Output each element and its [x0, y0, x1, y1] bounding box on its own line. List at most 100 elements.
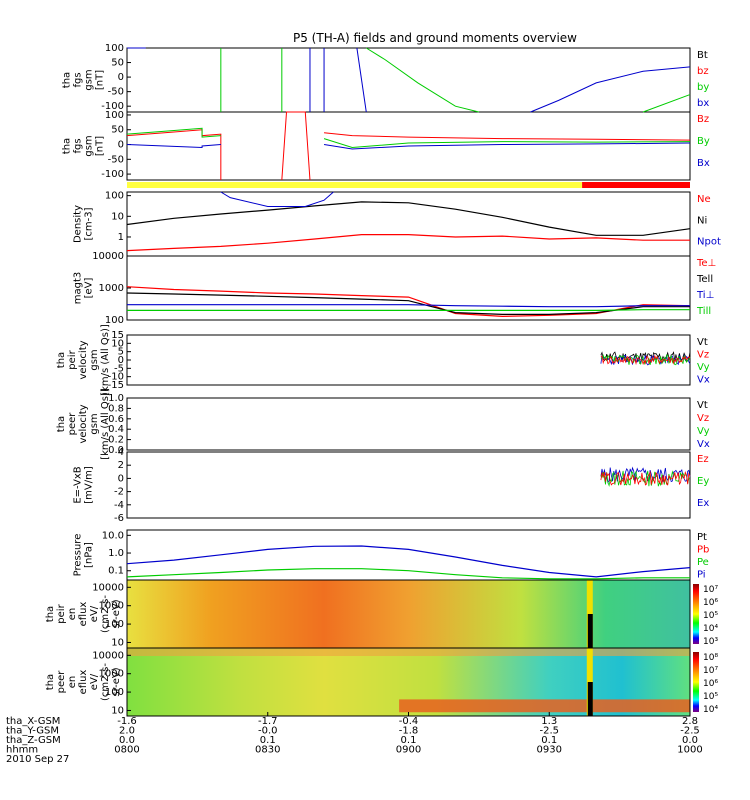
y-axis-label: [km/s (All Qs)]: [100, 324, 111, 396]
y-axis-label: fgs: [73, 72, 84, 87]
spectrogram-peir_spec: [127, 580, 690, 648]
y-axis-label: peer: [67, 412, 78, 436]
series-peir-red: [600, 354, 691, 366]
legend-Tell: Tell: [696, 274, 713, 285]
x-row-value: -1.8: [399, 726, 419, 737]
y-tick-label: 0: [118, 140, 124, 151]
y-axis-label: [eV]: [84, 278, 95, 299]
x-row-value: -0.4: [399, 716, 419, 727]
series-density-Ni: [126, 201, 691, 236]
panel-frame-peir: [126, 334, 691, 386]
y-axis-label: magt3: [73, 272, 84, 305]
series-temp-Tell: [126, 292, 690, 315]
x-row-value: 0.1: [401, 735, 417, 746]
x-row-value: 2.8: [682, 716, 698, 727]
y-axis-label: eflux: [78, 602, 89, 627]
panel-peir_spec: 10⁷ 10⁶ 10⁵ 10⁴ 10³ 10000 1000 100 10 tha peir en ef…: [45, 579, 718, 649]
panel-fgs: 100 50 0 -50 -100 tha fgs gsm [nT] Bt bz by bx: [62, 43, 709, 113]
y-axis-label: tha: [45, 606, 56, 622]
y-axis-label: E=-VxB: [73, 466, 84, 503]
y-tick-label: 0.4: [108, 424, 124, 435]
legend-Ez: Ez: [697, 454, 709, 465]
y-axis-label: tha: [62, 72, 73, 88]
legend-Ne: Ne: [697, 194, 711, 205]
series-peir-blue: [600, 354, 691, 366]
y-axis-label: tha: [56, 416, 67, 432]
legend-Vy: Vy: [697, 426, 710, 437]
colorbar-label: 10⁴: [703, 624, 718, 634]
series-density-Npot: [220, 191, 334, 207]
series-temp-Till: [127, 309, 690, 311]
legend-By: By: [697, 136, 710, 147]
x-row-value: 0900: [396, 745, 421, 756]
series-fgs-bx-5: [530, 66, 691, 113]
spectrogram-lowenergy-band: [399, 699, 690, 713]
panel-frame-efield: [126, 451, 691, 519]
panel-density: 100 10 1 Density [cm-3] Ne Ni Npot: [73, 191, 721, 257]
panel-temp: 10000 1000 100 magt3 [eV] Te⊥ Tell Ti⊥ Till: [73, 251, 717, 326]
x-row-name: hhmm: [6, 745, 38, 756]
y-tick-label: 50: [111, 125, 124, 136]
x-row-value: 1.3: [541, 716, 557, 727]
legend-bz: bz: [697, 66, 709, 77]
x-row-value: 0830: [255, 745, 280, 756]
y-tick-label: 1.0: [108, 393, 124, 404]
y-axis-label: [km/s (All Qs)]: [100, 388, 111, 460]
y-tick-label: 100: [105, 687, 124, 698]
series-fge-by: [126, 127, 221, 138]
x-row-value: -1.6: [117, 716, 137, 727]
series-fge-bz: [126, 129, 222, 180]
legend-Vx: Vx: [697, 439, 710, 450]
y-axis-label: peer: [56, 670, 67, 694]
x-row-value: 0800: [114, 745, 139, 756]
x-row-value: 0.1: [260, 735, 276, 746]
legend-Ni: Ni: [697, 215, 707, 226]
y-tick-label: 1: [118, 232, 124, 243]
panel-efield: 4 2 0 -2 -4 -6 E=-VxB [mV/m] Ez Ey Ex: [73, 447, 710, 524]
y-tick-label: 100: [105, 43, 124, 54]
y-tick-label: 10: [111, 705, 124, 716]
panel-frame-fgs: [126, 47, 691, 113]
x-row-name: tha_X-GSM: [6, 716, 60, 727]
y-tick-label: 0.6: [108, 414, 124, 425]
y-tick-label: 1000: [99, 283, 124, 294]
y-tick-label: 2: [118, 460, 124, 471]
legend-Vt: Vt: [697, 337, 708, 348]
region-bar-red: [582, 182, 690, 188]
x-row-value: 2.0: [119, 726, 135, 737]
colorbar-label: 10⁷: [703, 585, 718, 595]
y-axis-label: [nT]: [95, 70, 106, 90]
y-tick-label: -100: [101, 101, 124, 112]
y-axis-label: gsm: [84, 69, 95, 90]
date-label: 2010 Sep 27: [6, 754, 69, 765]
legend-Bx: Bx: [697, 158, 710, 169]
series-fgs-bx-4: [356, 47, 367, 113]
legend-bx: bx: [697, 98, 709, 109]
legend-Te⊥: Te⊥: [696, 258, 716, 269]
legend-Ey: Ey: [697, 476, 709, 487]
y-tick-label: 10000: [92, 251, 124, 262]
y-axis-label: (cm2-s-: [100, 663, 111, 701]
y-axis-label: eV/: [89, 673, 100, 690]
y-tick-label: -2: [114, 487, 124, 498]
y-axis-label: gsm: [84, 135, 95, 156]
legend-Pt: Pt: [697, 532, 707, 543]
y-tick-label: 0.1: [108, 566, 124, 577]
legend-Till: Till: [696, 306, 711, 317]
series-pressure-Pe: [126, 568, 690, 580]
y-axis-label: velocity: [78, 404, 89, 443]
series-fge-by-2: [323, 138, 691, 148]
panel-frame-fge: [126, 111, 691, 181]
series-efield-blue: [600, 466, 691, 484]
y-tick-label: -50: [108, 154, 124, 165]
y-tick-label: 50: [111, 58, 124, 69]
colorbar-label: 10⁶: [703, 598, 718, 608]
y-tick-label: 1000: [99, 601, 124, 612]
series-fge-bz-2: [281, 111, 311, 181]
y-tick-label: -10: [108, 372, 124, 383]
y-tick-label: 10: [111, 338, 124, 349]
y-axis-label: eV/: [89, 605, 100, 622]
y-axis-label: [nT]: [95, 136, 106, 156]
